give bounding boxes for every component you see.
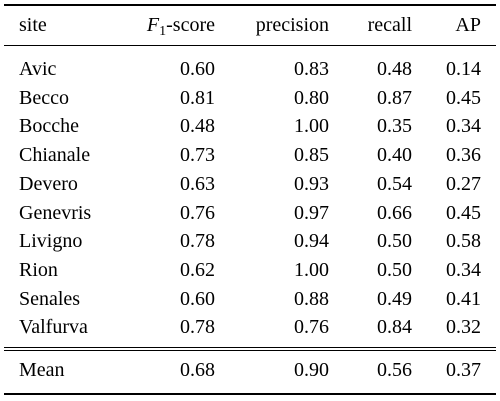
cell-ap: 0.58 bbox=[446, 230, 481, 253]
mean-recall: 0.56 bbox=[377, 359, 412, 381]
cell-f1-score: 0.48 bbox=[180, 115, 215, 138]
header-f1-score: F1-score bbox=[147, 12, 215, 39]
cell-ap: 0.34 bbox=[446, 258, 481, 281]
header-f1-subscript: 1 bbox=[159, 24, 167, 39]
cell-site: Valfurva bbox=[19, 316, 88, 339]
mean-rule-upper bbox=[4, 347, 496, 348]
table-row: Genevris 0.76 0.97 0.66 0.45 bbox=[0, 200, 500, 227]
cell-precision: 0.94 bbox=[294, 230, 329, 253]
cell-recall: 0.87 bbox=[377, 86, 412, 109]
cell-ap: 0.27 bbox=[446, 172, 481, 195]
table-row: Becco 0.81 0.80 0.87 0.45 bbox=[0, 85, 500, 112]
header-f1-letter: F bbox=[146, 14, 160, 36]
cell-precision: 0.76 bbox=[294, 316, 329, 339]
cell-ap: 0.34 bbox=[446, 115, 481, 138]
cell-f1-score: 0.73 bbox=[180, 144, 215, 167]
cell-site: Avic bbox=[19, 58, 57, 80]
bottom-rule bbox=[4, 393, 496, 395]
table-row: Devero 0.63 0.93 0.54 0.27 bbox=[0, 171, 500, 198]
cell-site: Livigno bbox=[19, 230, 83, 253]
cell-precision: 0.85 bbox=[294, 144, 329, 167]
cell-precision: 0.88 bbox=[294, 287, 329, 310]
table-row: Valfurva 0.78 0.76 0.84 0.32 bbox=[0, 314, 500, 341]
cell-site: Chianale bbox=[19, 144, 91, 167]
cell-f1-score: 0.60 bbox=[180, 58, 215, 80]
cell-recall: 0.84 bbox=[377, 316, 412, 339]
mean-precision: 0.90 bbox=[294, 359, 329, 381]
cell-ap: 0.45 bbox=[446, 201, 481, 224]
cell-f1-score: 0.78 bbox=[180, 230, 215, 253]
cell-recall: 0.48 bbox=[377, 58, 412, 80]
header-rule bbox=[4, 45, 496, 46]
cell-recall: 0.35 bbox=[377, 115, 412, 138]
cell-ap: 0.45 bbox=[446, 86, 481, 109]
cell-recall: 0.54 bbox=[377, 172, 412, 195]
cell-precision: 1.00 bbox=[294, 115, 329, 138]
header-ap: AP bbox=[455, 14, 481, 36]
cell-precision: 0.97 bbox=[294, 201, 329, 224]
header-recall: recall bbox=[367, 14, 412, 36]
header-row: site F1-score precision recall AP bbox=[0, 12, 500, 39]
cell-ap: 0.14 bbox=[446, 58, 481, 80]
table-row: Chianale 0.73 0.85 0.40 0.36 bbox=[0, 142, 500, 169]
mean-rule-lower bbox=[4, 350, 496, 351]
cell-recall: 0.50 bbox=[377, 230, 412, 253]
cell-site: Genevris bbox=[19, 201, 92, 224]
cell-ap: 0.32 bbox=[446, 316, 481, 339]
table-row: Rion 0.62 1.00 0.50 0.34 bbox=[0, 257, 500, 284]
cell-ap: 0.41 bbox=[446, 287, 481, 310]
mean-row: Mean 0.68 0.90 0.56 0.37 bbox=[0, 357, 500, 384]
cell-f1-score: 0.63 bbox=[180, 172, 215, 195]
cell-site: Devero bbox=[19, 172, 78, 195]
cell-site: Becco bbox=[19, 86, 69, 109]
cell-precision: 0.93 bbox=[294, 172, 329, 195]
cell-site: Rion bbox=[19, 258, 58, 281]
cell-recall: 0.49 bbox=[377, 287, 412, 310]
table-row: Bocche 0.48 1.00 0.35 0.34 bbox=[0, 113, 500, 140]
mean-f1: 0.68 bbox=[180, 359, 215, 381]
cell-f1-score: 0.60 bbox=[180, 287, 215, 310]
cell-precision: 1.00 bbox=[294, 258, 329, 281]
cell-f1-score: 0.62 bbox=[180, 258, 215, 281]
cell-precision: 0.83 bbox=[294, 58, 329, 80]
table-row: Livigno 0.78 0.94 0.50 0.58 bbox=[0, 228, 500, 255]
cell-f1-score: 0.81 bbox=[180, 86, 215, 109]
mean-label: Mean bbox=[19, 359, 65, 381]
cell-ap: 0.36 bbox=[446, 144, 481, 167]
cell-f1-score: 0.78 bbox=[180, 316, 215, 339]
cell-recall: 0.66 bbox=[377, 201, 412, 224]
cell-precision: 0.80 bbox=[294, 86, 329, 109]
cell-f1-score: 0.76 bbox=[180, 201, 215, 224]
cell-site: Senales bbox=[19, 287, 81, 310]
header-f1-suffix: -score bbox=[166, 14, 215, 36]
cell-recall: 0.50 bbox=[377, 258, 412, 281]
header-site: site bbox=[19, 14, 47, 36]
header-precision: precision bbox=[255, 14, 329, 36]
table-row: Senales 0.60 0.88 0.49 0.41 bbox=[0, 286, 500, 313]
top-rule bbox=[4, 4, 496, 6]
cell-site: Bocche bbox=[19, 115, 79, 138]
mean-ap: 0.37 bbox=[446, 359, 481, 381]
cell-recall: 0.40 bbox=[377, 144, 412, 167]
table-row: Avic 0.60 0.83 0.48 0.14 bbox=[0, 56, 500, 83]
